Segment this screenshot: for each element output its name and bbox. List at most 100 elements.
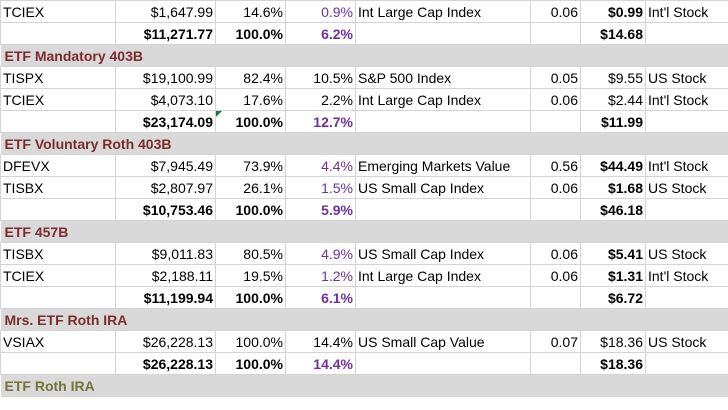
fund-name-cell[interactable]: Int Large Cap Index [355,88,531,111]
section-title[interactable]: Mrs. ETF Roth IRA [0,308,728,331]
asset-class-cell[interactable] [645,198,728,221]
asset-class-cell[interactable] [645,110,728,133]
value-cell[interactable]: $2,807.97 [115,176,216,199]
portfolio-pct-cell[interactable]: 1.5% [285,176,356,199]
value-cell[interactable]: $4,073.10 [115,88,216,111]
fund-name-cell[interactable]: Int Large Cap Index [355,264,531,287]
value-cell[interactable]: $7,945.49 [115,154,216,177]
fund-name-cell[interactable]: Emerging Markets Value [355,154,531,177]
value-cell[interactable]: $9,011.83 [115,242,216,265]
allocation-cell[interactable]: 100.0% [215,330,286,353]
portfolio-pct-cell[interactable]: 2.2% [285,88,356,111]
portfolio-pct-cell[interactable]: 5.9% [285,198,356,221]
portfolio-pct-cell[interactable]: 1.2% [285,264,356,287]
ticker-cell[interactable] [0,110,116,133]
expense-ratio-cell[interactable]: 0.56 [530,154,581,177]
allocation-cell[interactable]: 82.4% [215,66,286,89]
portfolio-pct-cell[interactable]: 6.2% [285,22,356,45]
value-cell[interactable]: $26,228.13 [115,330,216,353]
fund-name-cell[interactable]: US Small Cap Value [355,330,531,353]
asset-class-cell[interactable]: US Stock [645,66,728,89]
cost-cell[interactable]: $1.31 [580,264,646,287]
cost-cell[interactable]: $6.72 [580,286,646,309]
portfolio-pct-cell[interactable]: 0.9% [285,0,356,23]
fund-name-cell[interactable] [355,286,531,309]
portfolio-pct-cell[interactable]: 10.5% [285,66,356,89]
allocation-cell[interactable]: 100.0% [215,198,286,221]
ticker-cell[interactable]: VSIAX [0,330,116,353]
fund-name-cell[interactable] [355,110,531,133]
asset-class-cell[interactable]: US Stock [645,330,728,353]
ticker-cell[interactable]: DFEVX [0,154,116,177]
ticker-cell[interactable]: TCIEX [0,264,116,287]
expense-ratio-cell[interactable] [530,198,581,221]
cost-cell[interactable]: $14.68 [580,22,646,45]
asset-class-cell[interactable] [645,352,728,375]
fund-name-cell[interactable]: Int Large Cap Index [355,0,531,23]
ticker-cell[interactable] [0,22,116,45]
cost-cell[interactable]: $44.49 [580,154,646,177]
fund-name-cell[interactable]: US Small Cap Index [355,176,531,199]
value-cell[interactable]: $2,188.11 [115,264,216,287]
portfolio-pct-cell[interactable]: 4.9% [285,242,356,265]
asset-class-cell[interactable]: Int'l Stock [645,0,728,23]
ticker-cell[interactable]: TISBX [0,242,116,265]
portfolio-pct-cell[interactable]: 14.4% [285,352,356,375]
value-cell[interactable]: $1,647.99 [115,0,216,23]
allocation-cell[interactable]: 100.0% [215,286,286,309]
value-cell[interactable]: $23,174.09 [115,110,216,133]
expense-ratio-cell[interactable]: 0.06 [530,264,581,287]
fund-name-cell[interactable] [355,352,531,375]
section-title[interactable]: ETF Mandatory 403B [0,44,728,67]
cost-cell[interactable]: $18.36 [580,352,646,375]
value-cell[interactable]: $26,228.13 [115,352,216,375]
cost-cell[interactable]: $1.68 [580,176,646,199]
ticker-cell[interactable] [0,198,116,221]
ticker-cell[interactable] [0,286,116,309]
value-cell[interactable]: $11,199.94 [115,286,216,309]
expense-ratio-cell[interactable]: 0.07 [530,330,581,353]
fund-name-cell[interactable] [355,198,531,221]
allocation-cell[interactable]: 73.9% [215,154,286,177]
section-title[interactable]: ETF 457B [0,220,728,243]
section-title[interactable]: ETF Voluntary Roth 403B [0,132,728,155]
ticker-cell[interactable]: TCIEX [0,88,116,111]
asset-class-cell[interactable]: US Stock [645,242,728,265]
value-cell[interactable]: $10,753.46 [115,198,216,221]
expense-ratio-cell[interactable]: 0.06 [530,242,581,265]
allocation-cell[interactable]: 100.0% [215,22,286,45]
fund-name-cell[interactable]: US Small Cap Index [355,242,531,265]
section-title[interactable]: ETF Roth IRA [0,374,728,397]
value-cell[interactable]: $19,100.99 [115,66,216,89]
expense-ratio-cell[interactable]: 0.06 [530,0,581,23]
allocation-cell[interactable]: 100.0% [215,110,286,133]
allocation-cell[interactable]: 19.5% [215,264,286,287]
cost-cell[interactable]: $11.99 [580,110,646,133]
fund-name-cell[interactable]: S&P 500 Index [355,66,531,89]
expense-ratio-cell[interactable]: 0.06 [530,88,581,111]
allocation-cell[interactable]: 17.6% [215,88,286,111]
asset-class-cell[interactable]: Int'l Stock [645,88,728,111]
portfolio-pct-cell[interactable]: 14.4% [285,330,356,353]
cost-cell[interactable]: $2.44 [580,88,646,111]
asset-class-cell[interactable] [645,22,728,45]
portfolio-pct-cell[interactable]: 6.1% [285,286,356,309]
allocation-cell[interactable]: 14.6% [215,0,286,23]
cost-cell[interactable]: $18.36 [580,330,646,353]
ticker-cell[interactable]: TCIEX [0,0,116,23]
allocation-cell[interactable]: 26.1% [215,176,286,199]
allocation-cell[interactable]: 80.5% [215,242,286,265]
ticker-cell[interactable]: TISPX [0,66,116,89]
expense-ratio-cell[interactable]: 0.06 [530,176,581,199]
ticker-cell[interactable]: TISBX [0,176,116,199]
cost-cell[interactable]: $0.99 [580,0,646,23]
expense-ratio-cell[interactable] [530,352,581,375]
asset-class-cell[interactable]: Int'l Stock [645,154,728,177]
asset-class-cell[interactable] [645,286,728,309]
expense-ratio-cell[interactable] [530,22,581,45]
portfolio-pct-cell[interactable]: 12.7% [285,110,356,133]
fund-name-cell[interactable] [355,22,531,45]
ticker-cell[interactable] [0,352,116,375]
asset-class-cell[interactable]: Int'l Stock [645,264,728,287]
cost-cell[interactable]: $9.55 [580,66,646,89]
